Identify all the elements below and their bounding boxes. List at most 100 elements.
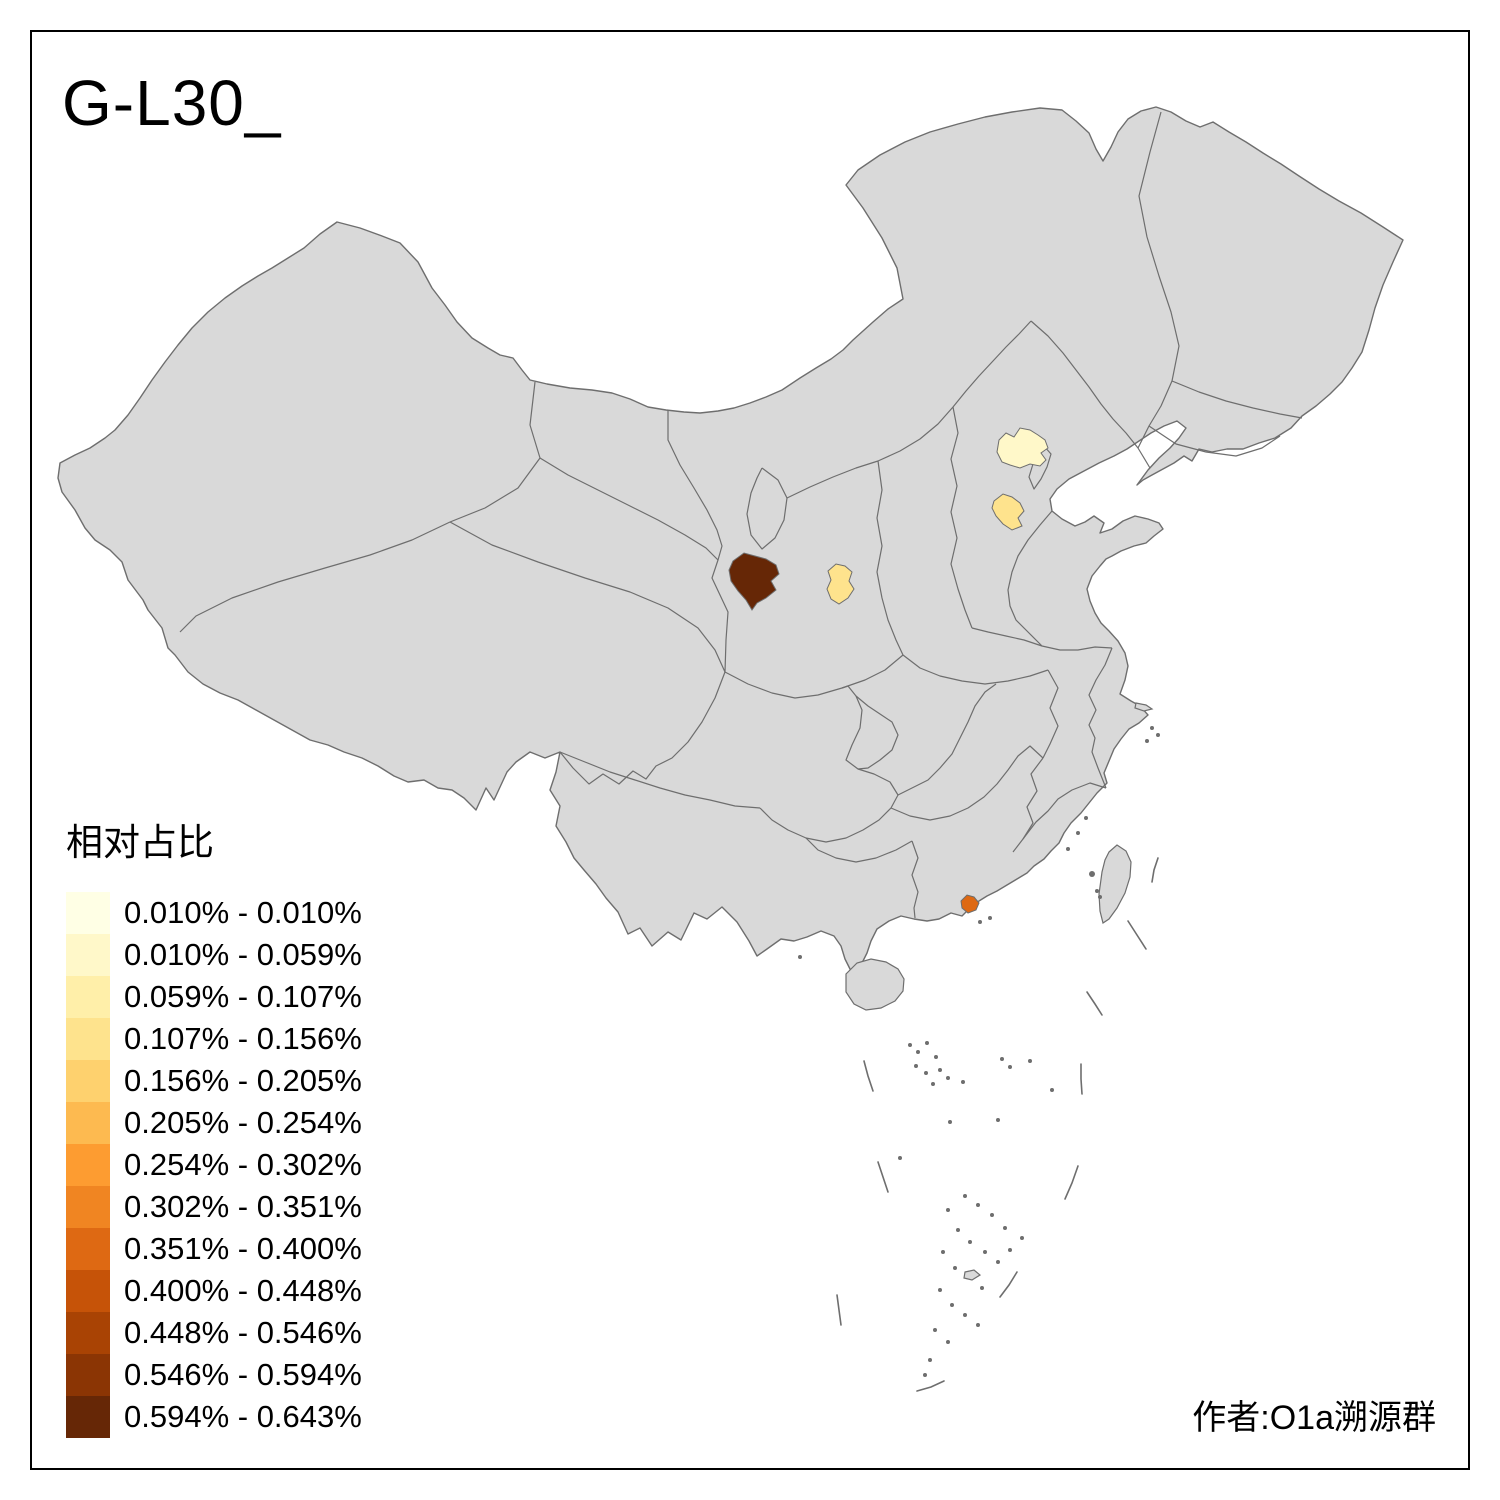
islet-dot [938, 1068, 942, 1072]
islet-dot [941, 1250, 945, 1254]
islet-dot [968, 1240, 972, 1244]
islet-dot [990, 1213, 994, 1217]
islet-dot [1150, 726, 1154, 730]
islet-dot [1008, 1248, 1012, 1252]
legend-label: 0.010% - 0.059% [124, 937, 362, 972]
province-boundary [950, 406, 973, 629]
legend-label: 0.448% - 0.546% [124, 1315, 362, 1350]
islet-dot [924, 1071, 928, 1075]
islet-dot [956, 1228, 960, 1232]
province-boundary [897, 683, 997, 796]
islet-dot [1008, 1065, 1012, 1069]
islet-dot [908, 1043, 912, 1047]
province-boundary [890, 745, 1044, 821]
islet-dot [933, 1328, 937, 1332]
nine-dash-segment [1080, 1063, 1083, 1095]
nine-dash-segment [1064, 1165, 1079, 1200]
legend-label: 0.107% - 0.156% [124, 1021, 362, 1056]
nine-dash-segment [863, 1060, 874, 1092]
islet-dot [1098, 895, 1102, 899]
province-boundary [559, 671, 726, 785]
islet-dot [1066, 847, 1070, 851]
islet-dot [996, 1260, 1000, 1264]
legend-label: 0.156% - 0.205% [124, 1063, 362, 1098]
nine-dash-segment [1151, 857, 1159, 883]
legend-title: 相对占比 [66, 822, 214, 863]
legend-swatch [66, 1144, 110, 1186]
legend-swatch [66, 1186, 110, 1228]
nine-dash-segment [999, 1271, 1018, 1298]
province-boundary [786, 320, 1032, 499]
legend-label: 0.254% - 0.302% [124, 1147, 362, 1182]
legend-swatch [66, 1396, 110, 1438]
province-boundary [902, 654, 1049, 685]
pearl-river-delta-area-region [960, 894, 980, 914]
beijing-area-region [996, 427, 1049, 469]
legend-label: 0.302% - 0.351% [124, 1189, 362, 1224]
province-boundary [1171, 380, 1303, 419]
province-boundary [876, 460, 904, 656]
islet-dot [1028, 1059, 1032, 1063]
legend-item: 0.302% - 0.351% [66, 1186, 362, 1228]
islet-dot [898, 1156, 902, 1160]
legend-swatch [66, 1270, 110, 1312]
islet-dot [1089, 871, 1095, 877]
islet-dot [946, 1076, 950, 1080]
province-boundary [1042, 669, 1059, 759]
islet-dot [1156, 733, 1160, 737]
reef-island-shape [963, 1269, 982, 1281]
islet-dot [1020, 1236, 1024, 1240]
islet-dot [1095, 889, 1099, 893]
legend-label: 0.546% - 0.594% [124, 1357, 362, 1392]
islet-dot [925, 1041, 929, 1045]
legend-label: 0.351% - 0.400% [124, 1231, 362, 1266]
legend-items: 0.010% - 0.010% 0.010% - 0.059% 0.059% - 0… [66, 892, 362, 1438]
islet-dot [1050, 1088, 1054, 1092]
islet-dot [914, 1064, 918, 1068]
islet-dot [923, 1373, 927, 1377]
province-boundary [559, 751, 761, 809]
islet-dot [798, 955, 802, 959]
legend-item: 0.448% - 0.546% [66, 1312, 362, 1354]
legend: 相对占比 0.010% - 0.010% 0.010% - 0.059% 0.059… [66, 812, 362, 1438]
legend-swatch [66, 1018, 110, 1060]
legend-item: 0.010% - 0.059% [66, 934, 362, 976]
nine-dash-segment [836, 1294, 842, 1326]
province-boundary [855, 695, 899, 770]
islet-dot [934, 1055, 938, 1059]
province-boundary [1022, 782, 1107, 840]
islet-dot [928, 1358, 932, 1362]
province-boundary [911, 840, 919, 919]
legend-item: 0.205% - 0.254% [66, 1102, 362, 1144]
islet-dot [978, 920, 982, 924]
attribution-text: 作者:O1a溯源群 [1192, 1399, 1436, 1437]
islet-dot [950, 1303, 954, 1307]
islet-dot [961, 1080, 965, 1084]
legend-item: 0.156% - 0.205% [66, 1060, 362, 1102]
province-boundary [724, 654, 904, 699]
islet-dot [953, 1266, 957, 1270]
legend-label: 0.010% - 0.010% [124, 895, 362, 930]
plot-title: G-L30_ [62, 67, 282, 139]
legend-item: 0.059% - 0.107% [66, 976, 362, 1018]
legend-label: 0.594% - 0.643% [124, 1399, 362, 1434]
islet-dot [948, 1120, 952, 1124]
province-boundary [1030, 320, 1151, 469]
islet-dot [916, 1050, 920, 1054]
islet-dot [976, 1323, 980, 1327]
province-boundary [759, 685, 899, 843]
central-hebei-area-region [991, 493, 1025, 531]
legend-swatch [66, 976, 110, 1018]
islet-dot [931, 1082, 935, 1086]
province-boundary [449, 521, 726, 673]
nine-dash-segment [1127, 920, 1147, 950]
legend-swatch [66, 1228, 110, 1270]
islet-dot [1003, 1226, 1007, 1230]
islet-dot [946, 1208, 950, 1212]
province-boundary [805, 837, 913, 863]
islet-dot [963, 1194, 967, 1198]
legend-item: 0.254% - 0.302% [66, 1144, 362, 1186]
islet-dot [1000, 1057, 1004, 1061]
